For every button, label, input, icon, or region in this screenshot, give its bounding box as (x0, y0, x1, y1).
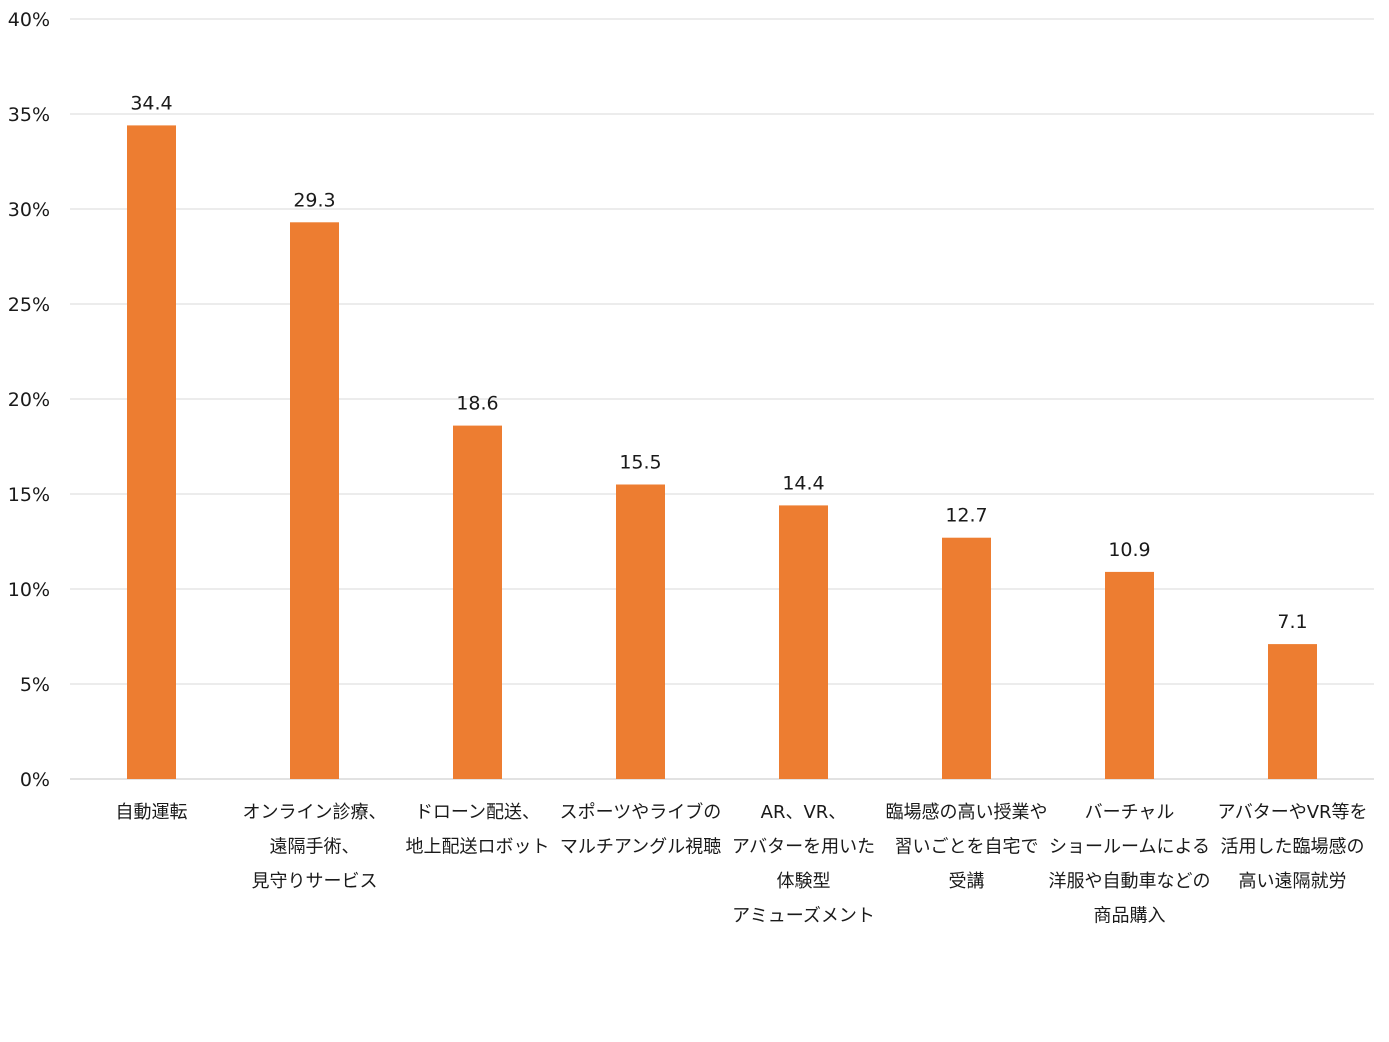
y-tick-label: 15% (8, 484, 50, 506)
x-tick-label: 洋服や自動車などの (1049, 871, 1211, 892)
bar (942, 537, 991, 779)
data-label: 29.3 (293, 189, 335, 211)
x-tick-label: 自動運転 (116, 802, 188, 823)
x-tick-label: 受講 (949, 871, 985, 892)
x-tick-label: 活用した臨場感の (1221, 837, 1365, 858)
x-tick-label: 遠隔手術、 (270, 837, 360, 858)
x-tick-label: 習いごとを自宅で (895, 837, 1039, 858)
x-tick-label: アバターを用いた (732, 837, 875, 858)
bar (127, 125, 176, 779)
x-tick-label: マルチアングル視聴 (560, 837, 721, 858)
y-tick-label: 5% (20, 674, 50, 696)
data-label: 15.5 (619, 452, 661, 474)
data-label: 18.6 (456, 393, 498, 415)
bar (1268, 644, 1317, 779)
x-tick-label: アミューズメント (732, 906, 875, 927)
x-tick-label: AR、VR、 (761, 802, 847, 823)
bar (616, 484, 665, 779)
bars (127, 125, 1317, 780)
data-labels: 34.4 29.3 18.6 15.5 14.4 12.7 10.9 7.1 (130, 92, 1307, 633)
x-tick-label: スポーツやライブの (560, 801, 722, 823)
x-tick-label: 見守りサービス (252, 871, 378, 892)
y-tick-label: 30% (8, 199, 50, 221)
x-tick-label: 高い遠隔就労 (1239, 871, 1347, 892)
data-label: 12.7 (945, 505, 987, 527)
x-tick-label: 商品購入 (1094, 906, 1166, 927)
y-tick-label: 10% (8, 579, 50, 601)
bar (1105, 571, 1154, 779)
data-label: 34.4 (130, 92, 172, 114)
y-tick-label: 35% (8, 104, 50, 126)
y-axis: 0% 5% 10% 15% 20% 25% 30% 35% 40% (8, 9, 50, 791)
x-tick-label: アバターやVR等を (1217, 802, 1367, 823)
x-tick-label: バーチャル (1085, 802, 1175, 823)
y-tick-label: 20% (8, 389, 50, 411)
data-label: 14.4 (782, 472, 824, 494)
bar (453, 425, 502, 779)
y-tick-label: 40% (8, 9, 50, 31)
y-tick-label: 0% (20, 769, 50, 791)
x-tick-label: 体験型 (777, 871, 831, 892)
x-tick-label: ドローン配送、 (415, 802, 540, 823)
bar (779, 505, 828, 779)
x-tick-label: オンライン診療、 (243, 802, 387, 823)
x-tick-label: 地上配送ロボット (406, 837, 550, 858)
x-axis: 自動運転 オンライン診療、遠隔手術、見守りサービス ドローン配送、地上配送ロボットス… (116, 801, 1368, 927)
y-tick-label: 25% (8, 294, 50, 316)
x-tick-label: ショールームによる (1049, 837, 1210, 858)
data-label: 10.9 (1108, 539, 1150, 561)
x-tick-label: 臨場感の高い授業や (886, 802, 1048, 823)
grid-layer (70, 18, 1374, 780)
bar (290, 222, 339, 780)
data-label: 7.1 (1277, 611, 1307, 633)
